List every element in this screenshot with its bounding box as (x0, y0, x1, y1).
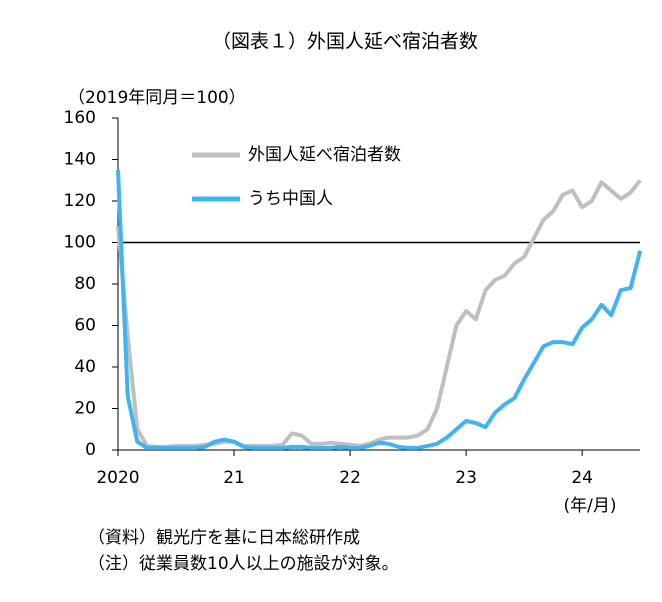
y-tick-label: 20 (74, 399, 96, 419)
y-tick-label: 120 (64, 191, 96, 211)
note: （資料）観光庁を基に日本総研作成 (88, 528, 360, 548)
legend-label: 外国人延べ宿泊者数 (248, 145, 401, 165)
series-line (116, 169, 643, 450)
y-tick-label: 60 (74, 316, 96, 336)
x-tick-label: 24 (571, 468, 593, 488)
y-tick-label: 140 (64, 150, 96, 170)
chart-title: （図表１）外国人延べ宿泊者数 (212, 31, 478, 53)
y-tick-label: 80 (74, 274, 96, 294)
note: （注）従業員数10人以上の施設が対象。 (88, 554, 399, 574)
x-tick-label: 23 (455, 468, 477, 488)
x-axis-label: (年/月) (564, 496, 617, 516)
series-line (116, 179, 642, 449)
y-tick-label: 160 (64, 108, 96, 128)
x-tick-label: 21 (223, 468, 245, 488)
y-axis-label: （2019年同月＝100） (68, 88, 246, 108)
x-tick-label: 2020 (96, 468, 139, 488)
legend-label: うち中国人 (248, 189, 333, 209)
y-tick-label: 40 (74, 357, 96, 377)
y-tick-label: 0 (85, 440, 96, 460)
y-tick-label: 100 (64, 233, 96, 253)
x-tick-label: 22 (339, 468, 361, 488)
